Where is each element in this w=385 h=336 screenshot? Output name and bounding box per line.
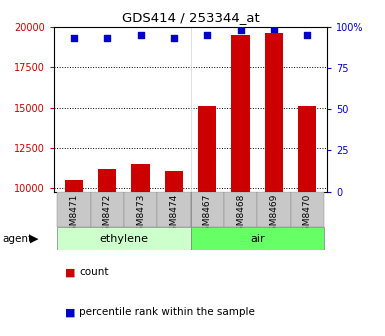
Bar <box>291 192 324 227</box>
Bar <box>57 192 90 227</box>
Bar <box>131 164 150 192</box>
Text: GSM8468: GSM8468 <box>236 193 245 237</box>
Text: ■: ■ <box>65 267 76 277</box>
Bar <box>57 227 191 250</box>
Point <box>71 36 77 41</box>
Point <box>104 36 110 41</box>
Text: count: count <box>79 267 109 277</box>
Bar <box>224 192 257 227</box>
Text: percentile rank within the sample: percentile rank within the sample <box>79 307 255 318</box>
Bar <box>257 192 291 227</box>
Text: GSM8472: GSM8472 <box>103 193 112 237</box>
Point <box>238 28 244 33</box>
Bar <box>157 192 191 227</box>
Text: GSM8471: GSM8471 <box>69 193 79 237</box>
Bar <box>124 192 157 227</box>
Point <box>137 32 144 38</box>
Text: agent: agent <box>2 234 32 244</box>
Bar <box>165 171 183 192</box>
Bar <box>231 35 250 192</box>
Bar <box>191 192 224 227</box>
Bar <box>98 169 116 192</box>
Text: ethylene: ethylene <box>99 234 148 244</box>
Bar <box>198 106 216 192</box>
Bar <box>265 33 283 192</box>
Bar <box>191 227 324 250</box>
Bar <box>90 192 124 227</box>
Point <box>271 26 277 31</box>
Point <box>171 36 177 41</box>
Text: GSM8474: GSM8474 <box>169 193 178 237</box>
Text: air: air <box>250 234 264 244</box>
Text: ▶: ▶ <box>30 234 39 244</box>
Bar <box>298 106 316 192</box>
Text: GSM8467: GSM8467 <box>203 193 212 237</box>
Text: ■: ■ <box>65 307 76 318</box>
Point <box>304 32 310 38</box>
Title: GDS414 / 253344_at: GDS414 / 253344_at <box>122 11 259 24</box>
Text: GSM8473: GSM8473 <box>136 193 145 237</box>
Bar <box>65 180 83 192</box>
Text: GSM8470: GSM8470 <box>303 193 312 237</box>
Point <box>204 32 210 38</box>
Text: GSM8469: GSM8469 <box>270 193 278 237</box>
